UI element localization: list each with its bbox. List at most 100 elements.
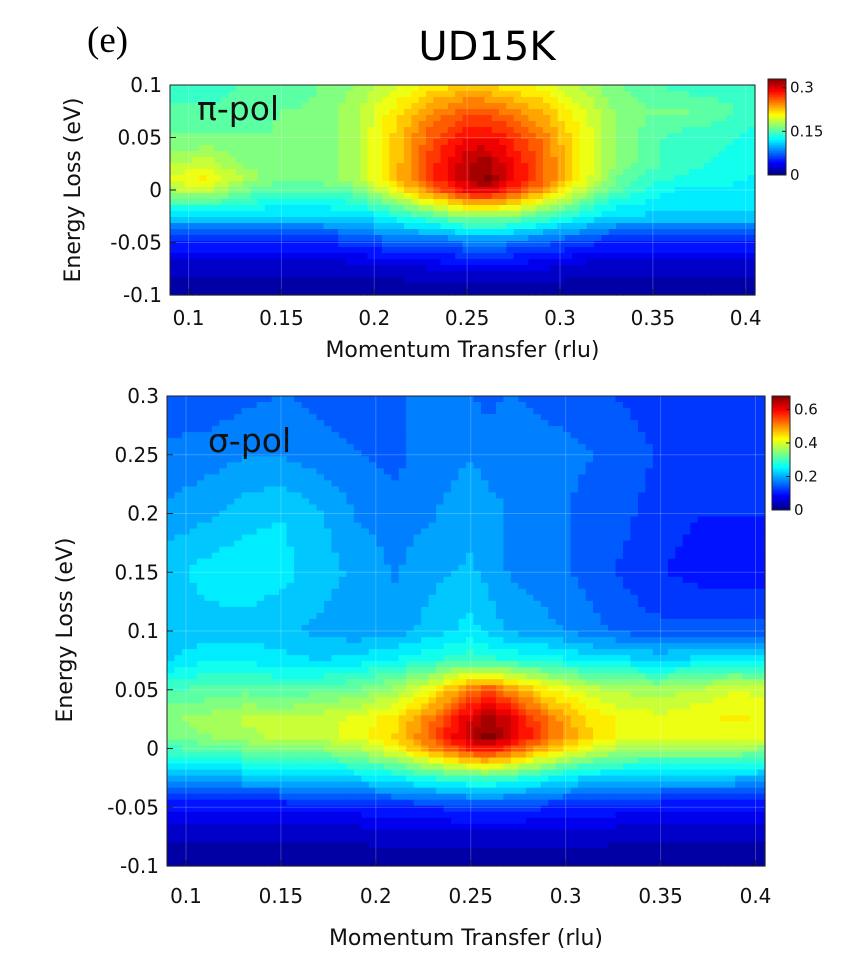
heatmap-cell	[309, 414, 318, 421]
heatmap-cell	[535, 217, 544, 224]
heatmap-cell	[484, 199, 493, 206]
heatmap-cell	[681, 217, 690, 224]
heatmap-cell	[213, 187, 222, 194]
heatmap-cell	[750, 546, 759, 554]
heatmap-cell	[398, 438, 407, 445]
heatmap-cell	[211, 474, 220, 481]
heatmap-cell	[593, 402, 602, 409]
heatmap-cell	[681, 145, 690, 152]
heatmap-cell	[265, 205, 273, 212]
heatmap-cell	[338, 540, 347, 548]
heatmap-cell	[542, 145, 551, 152]
heatmap-cell	[345, 145, 354, 152]
heatmap-cell	[503, 426, 512, 433]
heatmap-cell	[241, 510, 250, 518]
heatmap-cell	[533, 474, 542, 481]
heatmap-cell	[725, 193, 734, 200]
heatmap-cell	[391, 456, 400, 463]
heatmap-cell	[374, 187, 383, 194]
heatmap-cell	[555, 396, 564, 403]
heatmap-cell	[477, 271, 486, 278]
y-axis-label: Energy Loss (eV)	[61, 97, 86, 282]
heatmap-cell	[469, 277, 478, 284]
heatmap-cell	[189, 468, 198, 475]
heatmap-cell	[578, 510, 587, 518]
heatmap-cell	[674, 115, 683, 122]
heatmap-cell	[735, 438, 744, 445]
heatmap-cell	[638, 157, 646, 164]
heatmap-cell	[659, 133, 668, 140]
heatmap-cell	[601, 217, 610, 224]
heatmap-cell	[484, 157, 493, 164]
heatmap-cell	[241, 474, 250, 481]
heatmap-cell	[404, 109, 412, 116]
heatmap-cell	[411, 103, 420, 110]
heatmap-cell	[243, 109, 252, 116]
heatmap-cell	[477, 235, 486, 242]
heatmap-cell	[488, 486, 497, 494]
heatmap-cell	[404, 253, 412, 260]
heatmap-cell	[316, 247, 325, 254]
heatmap-cell	[652, 169, 661, 176]
heatmap-cell	[570, 444, 579, 451]
heatmap-cell	[674, 85, 683, 92]
heatmap-cell	[382, 97, 390, 104]
heatmap-cell	[309, 498, 318, 506]
heatmap-cell	[659, 229, 668, 236]
heatmap-cell	[528, 133, 537, 140]
heatmap-cell	[367, 109, 376, 116]
heatmap-cell	[705, 510, 714, 518]
heatmap-cell	[443, 420, 452, 427]
heatmap-cell	[586, 235, 595, 242]
heatmap-cell	[184, 193, 193, 200]
heatmap-cell	[256, 504, 265, 512]
heatmap-cell	[570, 480, 579, 487]
heatmap-cell	[286, 534, 295, 542]
heatmap-cell	[667, 205, 676, 212]
heatmap-cell	[689, 103, 698, 110]
heatmap-cell	[213, 283, 222, 290]
heatmap-cell	[279, 211, 288, 218]
heatmap-cell	[257, 229, 266, 236]
heatmap-cell	[466, 492, 475, 500]
heatmap-cell	[316, 85, 325, 92]
heatmap-cells	[167, 396, 766, 867]
heatmap-cell	[570, 522, 579, 530]
heatmap-cell	[533, 414, 542, 421]
heatmap-cell	[249, 402, 258, 409]
heatmap-cell	[570, 414, 579, 421]
heatmap-cell	[428, 528, 437, 536]
heatmap-cell	[499, 283, 507, 290]
heatmap-cell	[652, 193, 661, 200]
heatmap-cell	[301, 229, 310, 236]
heatmap-cell	[675, 414, 684, 421]
heatmap-cell	[308, 229, 317, 236]
heatmap-cell	[601, 133, 610, 140]
heatmap-cell	[396, 109, 405, 116]
heatmap-cell	[711, 163, 720, 170]
heatmap-cell	[572, 217, 581, 224]
heatmap-cell	[213, 127, 222, 134]
heatmap-cell	[353, 528, 362, 536]
heatmap-cell	[557, 193, 566, 200]
heatmap-cell	[712, 444, 721, 451]
heatmap-cell	[542, 157, 551, 164]
heatmap-cell	[586, 157, 595, 164]
heatmap-cell	[338, 420, 347, 427]
heatmap-cell	[271, 450, 280, 457]
heatmap-cell	[352, 265, 361, 272]
heatmap-cell	[488, 402, 497, 409]
heatmap-cell	[608, 522, 617, 530]
heatmap-cell	[681, 103, 690, 110]
heatmap-cell	[495, 408, 504, 415]
heatmap-cell	[725, 97, 734, 104]
heatmap-cell	[542, 235, 551, 242]
heatmap-cell	[542, 115, 551, 122]
heatmap-cell	[367, 121, 376, 128]
heatmap-cell	[727, 438, 736, 445]
heatmap-cell	[659, 175, 668, 182]
heatmap-cell	[469, 241, 478, 248]
heatmap-cell	[675, 480, 684, 487]
heatmap-cell	[578, 396, 587, 403]
heatmap-cell	[221, 253, 230, 260]
